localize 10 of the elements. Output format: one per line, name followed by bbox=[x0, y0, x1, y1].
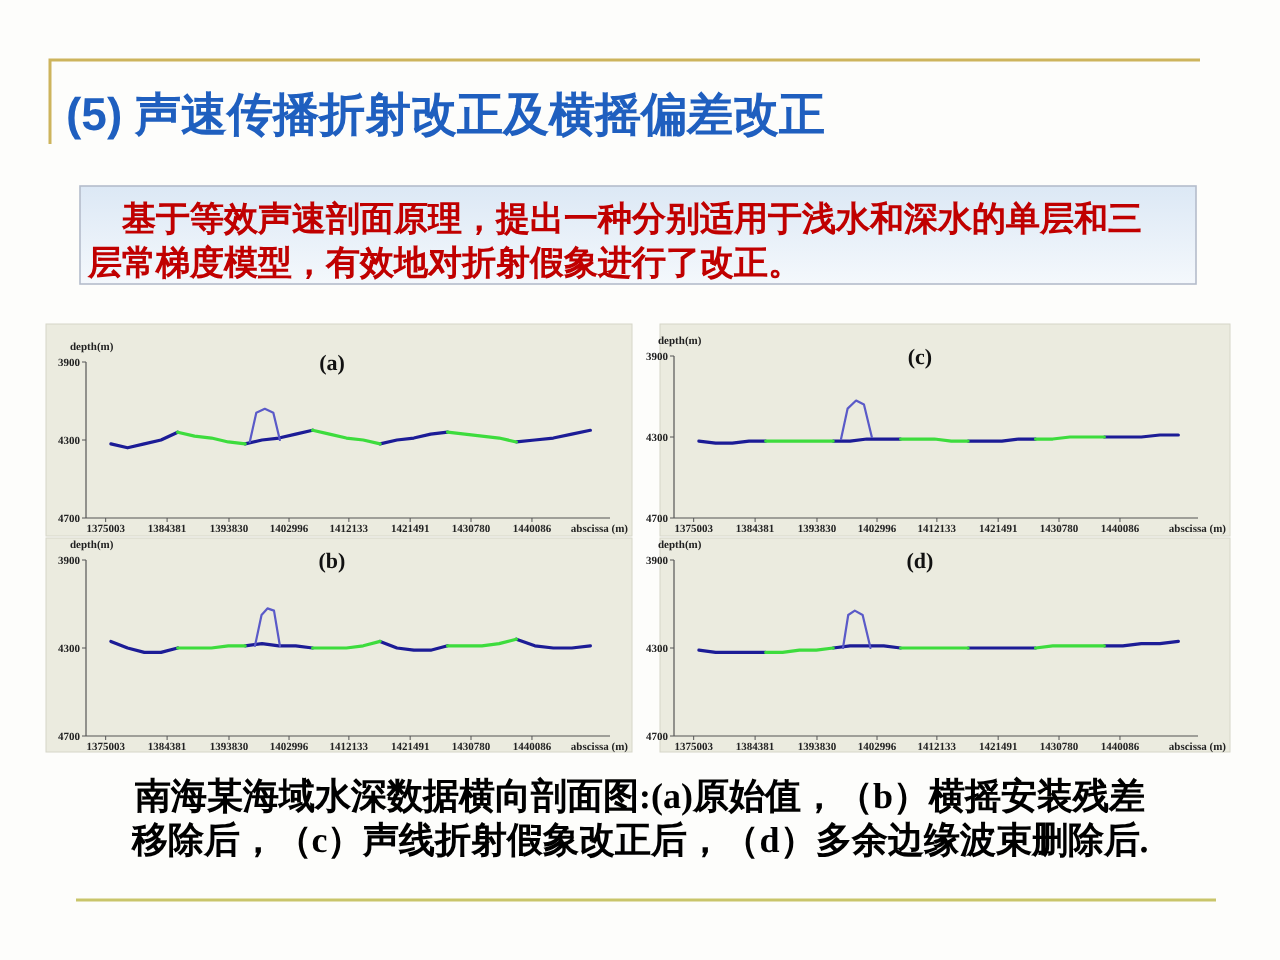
text: 南海某海域水深数据横向剖面图:(a)原始值，（b）横摇安装残差移除后，（c）声线折射假象改正后，（d）多余边缘波束删除后. bbox=[129, 776, 1149, 860]
chart-title: (d) bbox=[906, 550, 935, 574]
chart-title: (c) bbox=[907, 346, 933, 370]
line-series bbox=[839, 399, 873, 441]
chart-title: (a) bbox=[319, 352, 346, 376]
line-series bbox=[253, 607, 281, 647]
chart-title: (b) bbox=[318, 550, 347, 574]
text: 基于等效声速剖面原理，提出一种分别适用于浅水和深水的单层和三层常梯度模型，有效地对折射假象进行了改正。 bbox=[86, 200, 1142, 282]
text: (5) 声速传播折射改正及横摇偏差改正 bbox=[66, 88, 825, 140]
line-series bbox=[248, 407, 281, 444]
